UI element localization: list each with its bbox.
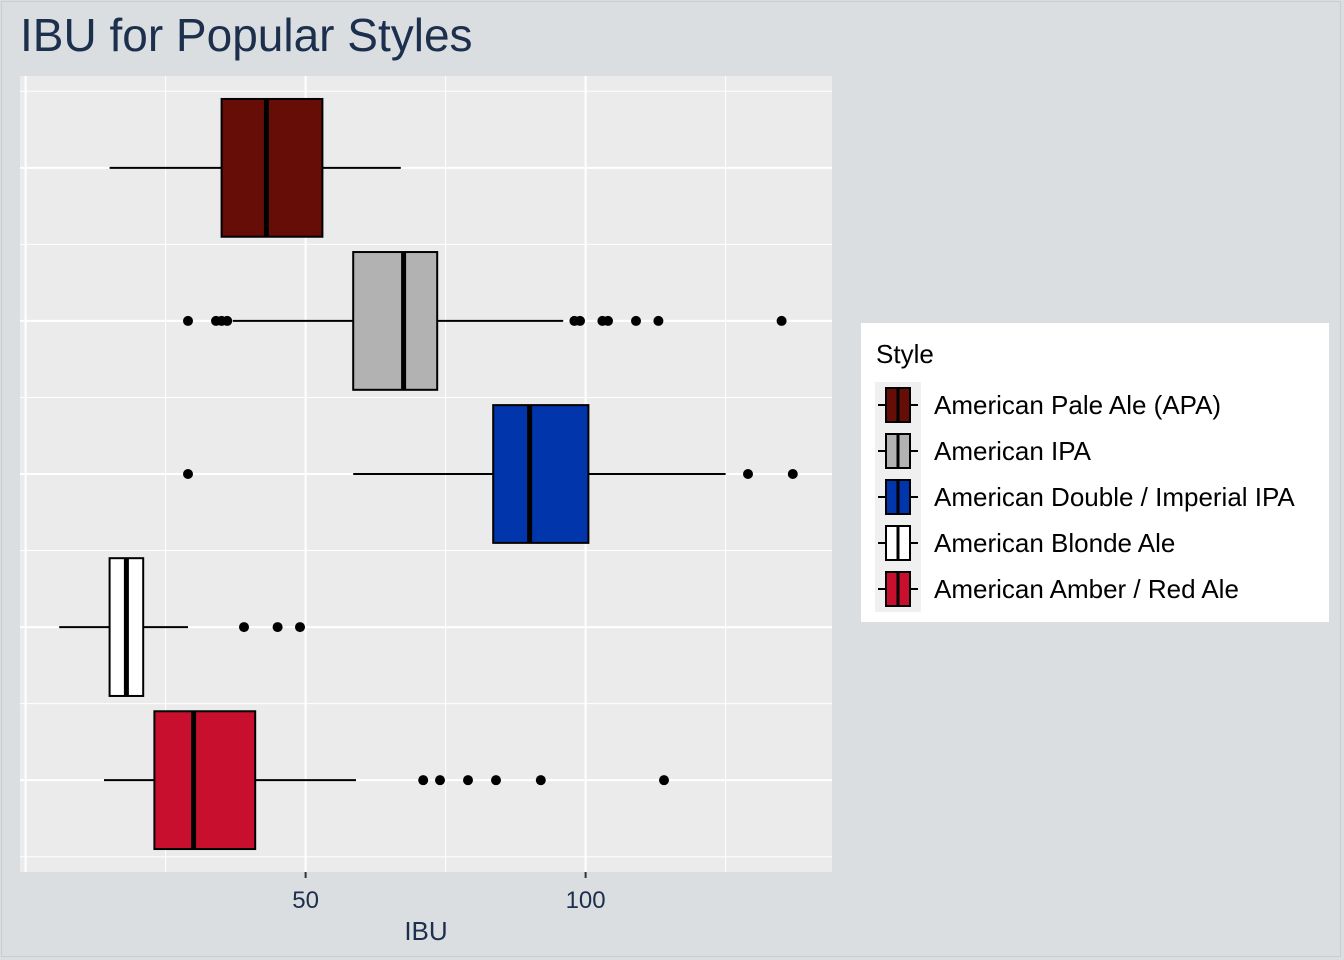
- legend: Style American Pale Ale (APA) American IP…: [861, 323, 1329, 622]
- legend-key: [875, 566, 921, 612]
- legend-label: American IPA: [934, 435, 1092, 466]
- outlier-point: [463, 775, 473, 786]
- legend-item: American IPA: [875, 428, 1315, 474]
- outlier-point: [183, 315, 193, 326]
- x-tick-label: 100: [566, 887, 606, 914]
- box-iqr: [220, 97, 324, 238]
- outlier-point: [535, 775, 546, 786]
- box-iqr: [352, 251, 439, 391]
- outlier-point: [435, 775, 445, 786]
- legend-label: American Amber / Red Ale: [934, 573, 1239, 604]
- legend-item: American Pale Ale (APA): [875, 382, 1315, 428]
- x-axis: 50 100: [292, 872, 606, 914]
- legend-key: [875, 520, 921, 566]
- outlier-point: [776, 315, 787, 326]
- box-american-amber-red-ale: [104, 710, 669, 851]
- legend-key-glyph: [878, 433, 918, 469]
- outlier-point: [603, 315, 613, 326]
- legend-label: American Double / Imperial IPA: [934, 481, 1295, 512]
- outlier-point: [575, 315, 585, 326]
- legend-label: American Pale Ale (APA): [934, 389, 1222, 420]
- legend-key-glyph: [878, 525, 918, 561]
- box-american-ipa: [183, 251, 787, 391]
- legend-item: American Double / Imperial IPA: [875, 474, 1315, 520]
- boxes: [59, 97, 798, 851]
- legend-key-glyph: [878, 387, 918, 423]
- x-axis-title: IBU: [404, 916, 447, 946]
- outlier-point: [183, 469, 193, 479]
- legend-item: American Amber / Red Ale: [875, 566, 1315, 612]
- legend-label: American Blonde Ale: [934, 527, 1176, 558]
- legend-key: [875, 474, 921, 520]
- outlier-point: [491, 775, 501, 786]
- outlier-point: [631, 315, 641, 326]
- outlier-point: [222, 315, 233, 326]
- legend-key-glyph: [878, 479, 918, 515]
- outlier-point: [272, 622, 283, 633]
- outlier-point: [239, 622, 249, 633]
- legend-key: [875, 428, 921, 474]
- box-iqr: [153, 710, 257, 851]
- legend-item: American Blonde Ale: [875, 520, 1315, 566]
- outlier-point: [743, 469, 753, 479]
- x-tick-label: 50: [292, 887, 319, 914]
- outlier-point: [659, 775, 669, 786]
- box-american-blonde-ale: [59, 557, 305, 697]
- legend-key-glyph: [878, 571, 918, 607]
- legend-key: [875, 382, 921, 428]
- box-american-pale-ale-apa: [109, 97, 401, 238]
- outlier-point: [295, 622, 305, 633]
- legend-rows: American Pale Ale (APA) American IPA Ameri…: [875, 382, 1315, 612]
- box-iqr: [492, 404, 590, 544]
- outlier-point: [787, 469, 798, 479]
- box-american-double-imperial-ipa: [183, 404, 798, 544]
- chart-title: IBU for Popular Styles: [20, 9, 473, 61]
- legend-title: Style: [876, 339, 934, 369]
- outlier-point: [653, 315, 664, 326]
- outlier-point: [418, 775, 429, 786]
